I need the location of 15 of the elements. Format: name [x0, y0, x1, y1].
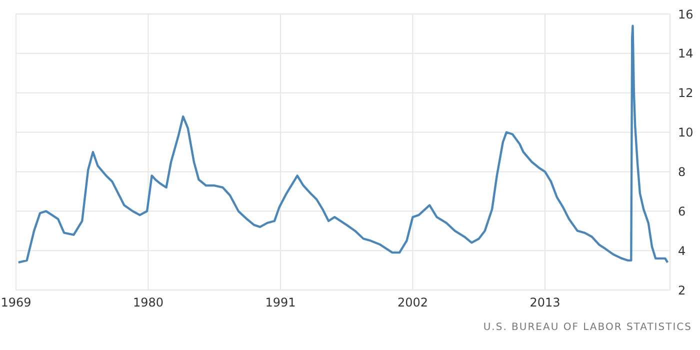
x-tick-label: 1991 [265, 296, 296, 310]
y-tick-label: 4 [678, 244, 686, 258]
x-tick-label: 2013 [530, 296, 560, 310]
y-tick-label: 2 [678, 283, 686, 298]
x-tick-label: 2002 [397, 296, 428, 310]
y-tick-label: 6 [678, 204, 686, 218]
text: U.S. BUREAU OF LABOR STATISTICS [483, 322, 692, 333]
y-tick-label: 16 [678, 7, 694, 22]
line-series [17, 24, 669, 264]
y-tick-label: 10 [678, 126, 694, 140]
y-tick-label: 8 [678, 164, 686, 179]
y-tick-label: 12 [678, 86, 694, 100]
y-tick-label: 14 [678, 46, 694, 61]
x-tick-label: 1980 [132, 296, 164, 310]
x-tick-label: 1969 [0, 296, 32, 310]
